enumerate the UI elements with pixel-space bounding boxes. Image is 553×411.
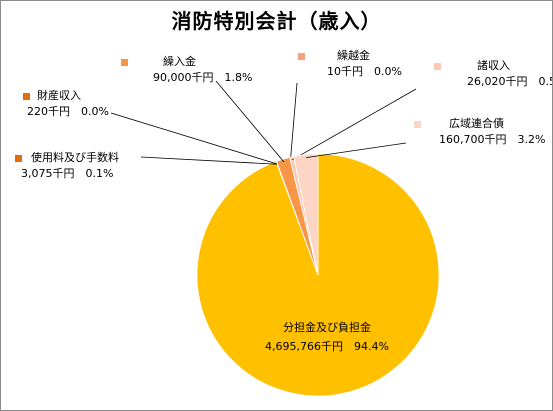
slice-label: 分担金及び負担金 bbox=[283, 320, 371, 334]
legend-swatch bbox=[298, 53, 305, 60]
slice-label: 財産収入 bbox=[37, 88, 81, 102]
slice-value-label: 90,000千円 1.8% bbox=[153, 71, 252, 84]
leader-line bbox=[292, 88, 417, 161]
slice-label: 広域連合債 bbox=[449, 116, 504, 130]
pie-slice bbox=[293, 153, 319, 276]
legend-swatch bbox=[23, 93, 30, 100]
leader-line bbox=[140, 156, 278, 165]
slice-label: 使用料及び手数料 bbox=[31, 150, 119, 164]
leader-line bbox=[290, 82, 298, 161]
legend-swatch bbox=[414, 121, 421, 128]
leader-line bbox=[215, 80, 285, 163]
slice-value-label: 10千円 0.0% bbox=[327, 65, 402, 78]
slice-label: 繰入金 bbox=[163, 54, 196, 68]
slice-label: 繰越金 bbox=[337, 48, 370, 62]
legend-swatch bbox=[121, 59, 128, 66]
slice-label: 諸収入 bbox=[477, 58, 510, 72]
slice-value-label: 3,075千円 0.1% bbox=[21, 167, 113, 180]
leader-line bbox=[110, 112, 278, 165]
chart-title: 消防特別会計（歳入） bbox=[171, 9, 382, 33]
slice-value-label: 26,020千円 0.5% bbox=[467, 75, 552, 88]
slice-value-label: 4,695,766千円 94.4% bbox=[265, 340, 389, 353]
slice-value-label: 160,700千円 3.2% bbox=[439, 133, 545, 146]
slice-value-label: 220千円 0.0% bbox=[27, 105, 109, 118]
legend-swatch bbox=[15, 155, 22, 162]
leader-line bbox=[305, 142, 407, 159]
legend-swatch bbox=[434, 63, 441, 70]
